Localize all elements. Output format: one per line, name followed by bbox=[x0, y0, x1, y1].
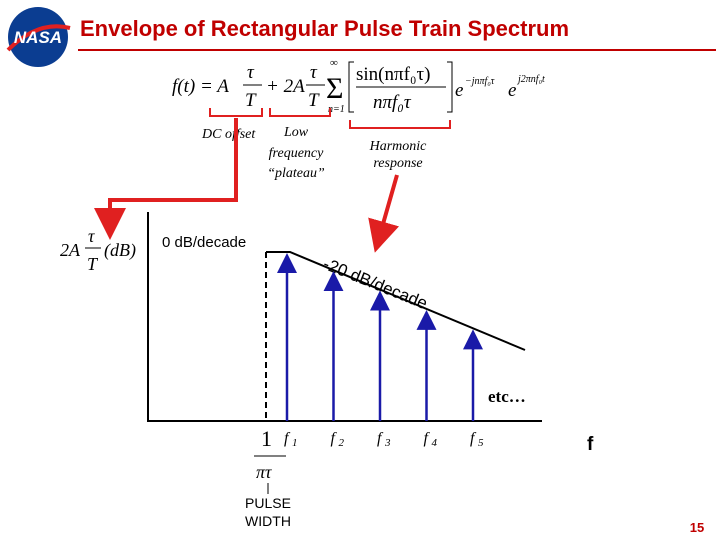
eq-part: f(t) = A bbox=[172, 76, 229, 97]
eq-part: n=1 bbox=[328, 104, 345, 115]
harmonic-index: 5 bbox=[478, 437, 484, 449]
label: response bbox=[373, 156, 422, 171]
eq-part: τ bbox=[310, 62, 318, 83]
harmonic-label: f bbox=[470, 430, 477, 447]
brace bbox=[269, 108, 331, 117]
equation: f(t) = A τ T + 2A τ T ∞ Σ n=1 sin(nπf₀τ)… bbox=[172, 57, 545, 115]
pulse-width: WIDTH bbox=[245, 513, 291, 529]
harmonic-label: f bbox=[284, 430, 291, 447]
label: (dB) bbox=[104, 240, 136, 261]
label: “plateau” bbox=[267, 166, 325, 181]
slope-label: -20 dB/decade bbox=[321, 254, 431, 313]
y-label: 2A τ T (dB) bbox=[60, 226, 136, 274]
eq-part: T bbox=[308, 90, 320, 111]
label: DC offset bbox=[201, 127, 256, 142]
harmonic-index: 1 bbox=[292, 437, 298, 449]
harmonic-index: 4 bbox=[432, 437, 438, 449]
label: T bbox=[87, 254, 99, 274]
harmonic-index: 3 bbox=[384, 437, 391, 449]
brace bbox=[209, 108, 263, 117]
logo: NASA bbox=[6, 7, 71, 67]
envelope bbox=[266, 251, 526, 351]
eq-part: nπf₀τ bbox=[373, 92, 412, 113]
harmonic-label: f bbox=[377, 430, 384, 447]
harmonic-label: f bbox=[424, 430, 431, 447]
harmonic-label: f bbox=[331, 430, 338, 447]
etc-label: etc… bbox=[488, 387, 526, 406]
eq-part: Σ bbox=[326, 72, 343, 105]
bracket bbox=[348, 61, 453, 113]
label: Low bbox=[283, 125, 309, 140]
label: Harmonic bbox=[369, 139, 428, 154]
harmonic-index: 2 bbox=[339, 437, 345, 449]
label: τ bbox=[88, 226, 95, 246]
eq-part: j2πnf₀t bbox=[516, 74, 545, 85]
label: frequency bbox=[269, 146, 324, 161]
eq-part: τ bbox=[247, 62, 255, 83]
page-number: 15 bbox=[690, 520, 704, 535]
eq-part: e bbox=[455, 80, 463, 101]
eq-part: + 2A bbox=[266, 76, 305, 97]
arrow bbox=[94, 118, 238, 240]
corner-den: πτ bbox=[256, 462, 272, 482]
pulse-width: PULSE bbox=[245, 495, 291, 511]
axis-label: f bbox=[587, 434, 594, 455]
eq-part: e bbox=[508, 80, 516, 101]
arrow bbox=[368, 174, 399, 253]
eq-part: ∞ bbox=[330, 57, 338, 69]
logo-text: NASA bbox=[14, 28, 62, 47]
corner-num: 1 bbox=[261, 426, 272, 451]
eq-part: sin(nπf₀τ) bbox=[356, 64, 431, 85]
eq-part: T bbox=[245, 90, 257, 111]
slope-label: 0 dB/decade bbox=[162, 234, 246, 251]
annotations: DC offset Low frequency “plateau” Harmon… bbox=[201, 125, 427, 181]
eq-part: −jnπf₀τ bbox=[465, 76, 495, 87]
brace bbox=[349, 120, 451, 129]
slide-title: Envelope of Rectangular Pulse Train Spec… bbox=[80, 16, 569, 41]
label: 2A bbox=[60, 240, 81, 260]
